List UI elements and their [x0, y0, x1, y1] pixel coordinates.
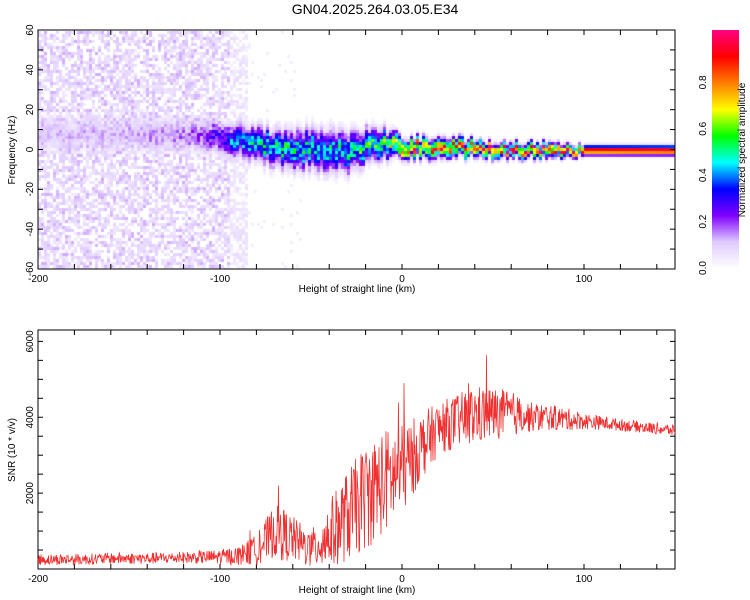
colorbar-tick-label: 0.6 — [698, 121, 709, 135]
colorbar-tick-label: 0.2 — [698, 214, 709, 228]
y-tick-label: 4000 — [25, 406, 36, 429]
bottom-xlabel: Height of straight line (km) — [299, 585, 416, 596]
snr-plot — [37, 355, 676, 567]
snr-line — [37, 355, 676, 567]
spectrogram-heatmap — [38, 31, 675, 269]
x-tick-label: -100 — [210, 274, 230, 285]
chart-title: GN04.2025.264.03.05.E34 — [291, 1, 459, 17]
y-tick-label: -60 — [25, 261, 36, 276]
bottom-ylabel: SNR (10 * v/v) — [7, 418, 18, 482]
top-ylabel: Frequency (Hz) — [7, 116, 18, 185]
y-tick-label: 20 — [25, 104, 36, 116]
x-tick-label: -200 — [28, 274, 48, 285]
plot-frame — [37, 29, 676, 270]
x-tick-label: 0 — [399, 274, 405, 285]
x-tick-label: 100 — [576, 574, 593, 585]
y-tick-label: -40 — [25, 222, 36, 237]
top-xlabel: Height of straight line (km) — [299, 284, 416, 295]
x-tick-label: 100 — [576, 274, 593, 285]
y-tick-label: 60 — [25, 24, 36, 36]
colorbar-label: Normalized spectral amplitude — [737, 82, 748, 217]
colorbar-axes: 0.0 0.2 0.4 0.6 0.8 — [698, 75, 709, 275]
snr-axes: -200 -100 0 100 2000 4000 6000 — [25, 329, 676, 585]
colorbar-gradient — [712, 30, 739, 268]
y-tick-label: 6000 — [25, 330, 36, 353]
y-tick-label: -20 — [25, 182, 36, 197]
x-tick-label: 0 — [399, 574, 405, 585]
plot-frame — [37, 329, 676, 570]
y-tick-label: 40 — [25, 64, 36, 76]
colorbar-tick-label: 0.4 — [698, 168, 709, 182]
colorbar-tick-label: 0.0 — [698, 261, 709, 275]
y-tick-label: 0 — [25, 146, 36, 152]
x-tick-label: -200 — [28, 574, 48, 585]
colorbar-tick-label: 0.8 — [698, 75, 709, 89]
y-tick-label: 2000 — [25, 482, 36, 505]
x-tick-label: -100 — [210, 574, 230, 585]
